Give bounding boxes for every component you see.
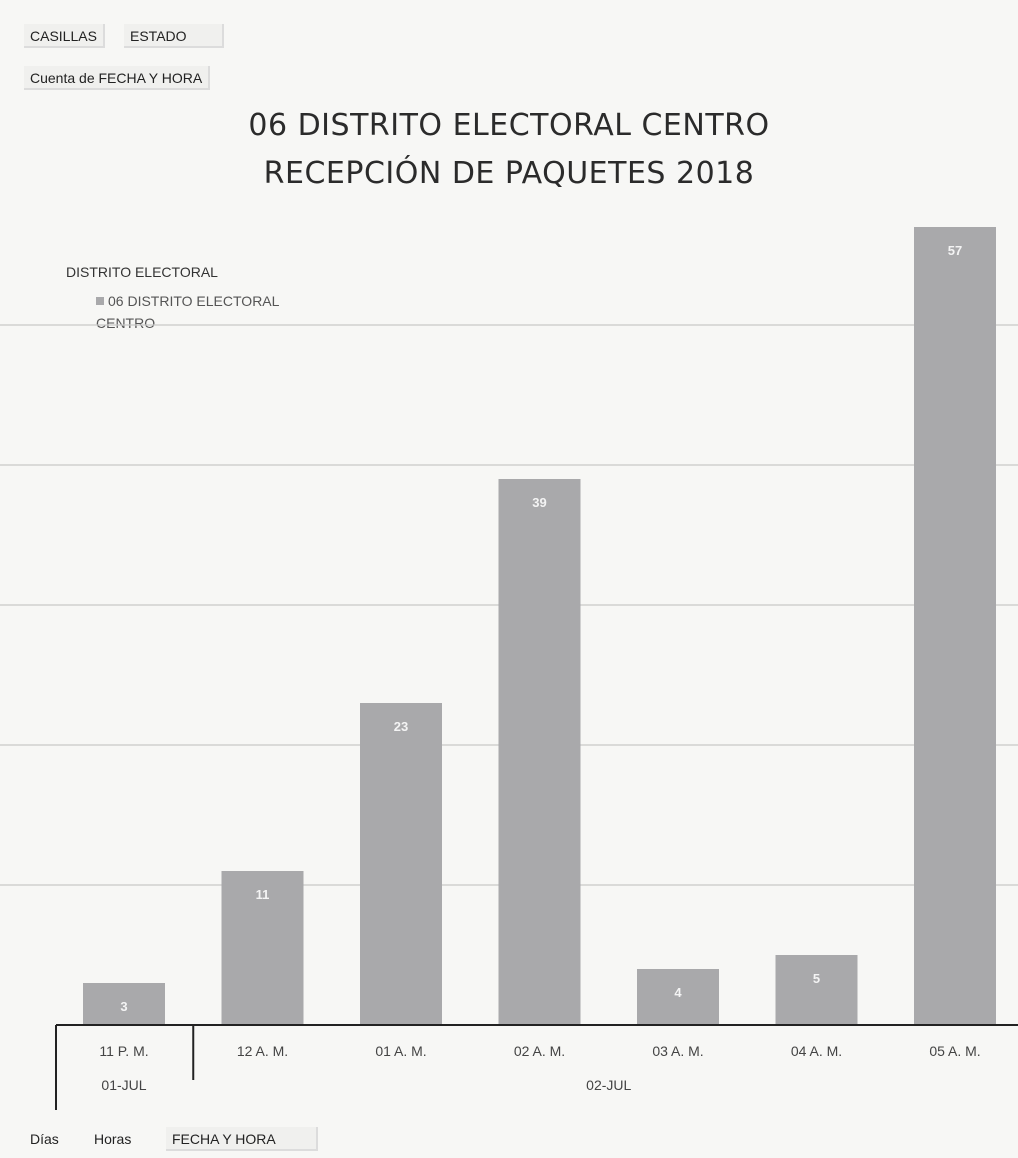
bar — [83, 983, 165, 1025]
bar — [360, 703, 442, 1025]
bar — [914, 227, 996, 1025]
bar — [221, 871, 304, 1025]
legend-series-name: 06 DISTRITO ELECTORAL CENTRO — [96, 293, 279, 331]
data-label: 11 — [256, 887, 270, 902]
fecha-hora-field-button[interactable]: FECHA Y HORA — [166, 1127, 318, 1151]
casillas-filter-button[interactable]: CASILLAS — [24, 24, 105, 48]
value-field-button[interactable]: Cuenta de FECHA Y HORA — [24, 66, 211, 90]
x-tick-label: 01 A. M. — [375, 1043, 426, 1059]
data-label: 3 — [120, 999, 127, 1014]
legend-title: DISTRITO ELECTORAL — [66, 264, 218, 280]
x-group-label: 01-JUL — [101, 1077, 146, 1093]
legend-entry: 06 DISTRITO ELECTORAL CENTRO — [96, 290, 296, 334]
bar — [498, 479, 581, 1025]
horas-field-button[interactable]: Horas — [94, 1131, 132, 1147]
x-group-label: 02-JUL — [586, 1077, 631, 1093]
data-label: 23 — [394, 719, 408, 734]
chart-title: 06 DISTRITO ELECTORAL CENTRO — [248, 108, 770, 143]
x-tick-label: 05 A. M. — [929, 1043, 980, 1059]
x-tick-label: 03 A. M. — [652, 1043, 703, 1059]
x-tick-label: 12 A. M. — [237, 1043, 288, 1059]
bar — [775, 955, 858, 1025]
x-tick-label: 04 A. M. — [791, 1043, 842, 1059]
legend-swatch — [96, 297, 104, 305]
estado-filter-button[interactable]: ESTADO — [124, 24, 224, 48]
data-label: 57 — [948, 243, 962, 258]
chart-subtitle: RECEPCIÓN DE PAQUETES 2018 — [263, 156, 755, 191]
x-tick-label: 02 A. M. — [514, 1043, 565, 1059]
x-tick-label: 11 P. M. — [99, 1043, 148, 1059]
data-label: 5 — [813, 971, 820, 986]
data-label: 39 — [532, 495, 546, 510]
dias-field-button[interactable]: Días — [30, 1131, 59, 1147]
data-label: 4 — [674, 985, 682, 1000]
bar — [637, 969, 719, 1025]
